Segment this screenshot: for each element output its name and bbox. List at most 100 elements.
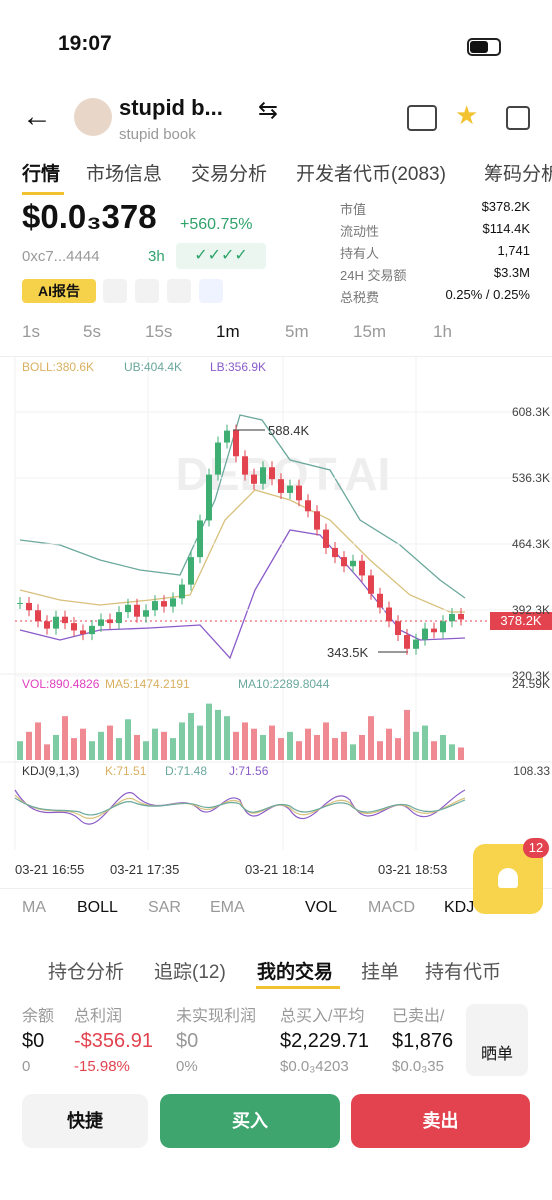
volume-bar xyxy=(413,731,419,760)
volume-bar xyxy=(458,747,464,760)
tab[interactable]: 筹码分析 xyxy=(484,164,552,185)
interval[interactable]: 15s xyxy=(145,322,173,341)
volume-bar xyxy=(395,738,401,760)
subtab[interactable]: 持仓分析 xyxy=(48,962,125,983)
candle xyxy=(17,602,23,604)
vol-label: VOL:890.4826 xyxy=(22,677,100,691)
volume-bar xyxy=(71,738,77,760)
candle xyxy=(53,616,59,629)
candle xyxy=(206,474,212,521)
vol-label: MA5:1474.2191 xyxy=(105,677,190,691)
interval[interactable]: 1m xyxy=(216,322,240,341)
boll-label: LB:356.9K xyxy=(210,360,266,374)
kdj-label: J:71.56 xyxy=(229,764,269,778)
status-time: 19:07 xyxy=(58,32,112,55)
indicator[interactable]: EMA xyxy=(210,899,245,916)
favorite-star[interactable]: ★ xyxy=(455,100,479,130)
ai-report[interactable]: AI报告 xyxy=(22,279,96,303)
candle xyxy=(188,557,194,585)
quick-button[interactable]: 快捷 xyxy=(22,1094,148,1148)
share-card[interactable]: 晒单 xyxy=(466,1004,528,1076)
volume-bar xyxy=(143,741,149,760)
boll-label: BOLL:380.6K xyxy=(22,360,94,374)
table-cell: 0 xyxy=(22,1058,31,1075)
interval[interactable]: 15m xyxy=(353,322,387,341)
table-header: 总利润 xyxy=(74,1008,123,1025)
volume-bar xyxy=(17,741,23,760)
interval[interactable]: 1h xyxy=(433,322,452,341)
volume-bar xyxy=(170,738,176,760)
indicator[interactable]: VOL xyxy=(305,899,338,916)
indicator[interactable]: KDJ xyxy=(444,899,475,916)
stat-value: $378.2K xyxy=(481,199,530,214)
stat-value: 1,741 xyxy=(497,243,530,258)
volume-bar xyxy=(116,738,122,760)
candle xyxy=(377,593,383,608)
volume-bar xyxy=(161,731,167,760)
volume-bar xyxy=(287,731,293,760)
token-subname: stupid book xyxy=(119,126,196,143)
candle xyxy=(224,430,230,443)
x-tick-label: 03-21 17:35 xyxy=(110,862,179,877)
tab[interactable]: 开发者代币(2083) xyxy=(296,164,446,185)
indicator[interactable]: BOLL xyxy=(77,899,118,916)
tab[interactable]: 市场信息 xyxy=(86,164,163,185)
candle xyxy=(395,621,401,636)
back-button[interactable]: ← xyxy=(22,100,52,133)
volume-bar xyxy=(278,738,284,760)
indicator[interactable]: MACD xyxy=(368,899,416,916)
kdj-tick-label: 108.33 xyxy=(513,764,550,778)
candle xyxy=(323,529,329,548)
swap-icon[interactable]: ⇆ xyxy=(258,97,279,124)
candle xyxy=(233,430,239,457)
volume-bar xyxy=(107,725,113,760)
subtab[interactable]: 我的交易 xyxy=(257,962,334,983)
volume-bar xyxy=(431,741,437,760)
volume-bar xyxy=(449,744,455,760)
boll-mid xyxy=(19,489,465,613)
candle xyxy=(431,628,437,633)
candle xyxy=(386,607,392,622)
divider xyxy=(0,888,552,889)
volume-bar xyxy=(188,713,194,760)
volume-bar xyxy=(296,741,302,760)
chart-icon[interactable] xyxy=(407,105,437,131)
subtab[interactable]: 追踪(12) xyxy=(154,962,226,983)
sell-button[interactable]: 卖出 xyxy=(351,1094,530,1148)
interval[interactable]: 5s xyxy=(83,322,101,341)
boll-label: UB:404.4K xyxy=(124,360,182,374)
subtab[interactable]: 挂单 xyxy=(361,962,400,983)
price-change: +560.75% xyxy=(180,216,253,233)
candle xyxy=(89,625,95,635)
price-tick-label: 320.3K xyxy=(512,669,550,683)
vol-tick-label: 24.59K xyxy=(512,677,550,691)
tab[interactable]: 交易分析 xyxy=(191,164,268,185)
interval[interactable]: 5m xyxy=(285,322,309,341)
candle xyxy=(440,621,446,633)
volume-bar xyxy=(242,722,248,760)
high-label: 588.4K xyxy=(268,423,310,438)
volume-bar xyxy=(125,719,131,760)
price: $0.0₃378 xyxy=(22,198,157,235)
share-icon[interactable] xyxy=(506,106,530,130)
tab[interactable]: 行情 xyxy=(22,164,61,185)
subtab[interactable]: 持有代币 xyxy=(425,962,502,983)
volume-bar xyxy=(35,722,41,760)
volume-bar xyxy=(260,734,266,760)
table-cell: $2,229.71 xyxy=(280,1030,369,1052)
x-tick-label: 03-21 18:53 xyxy=(378,862,447,877)
volume-bar xyxy=(98,731,104,760)
address: 0xc7...4444 xyxy=(22,248,100,265)
interval[interactable]: 1s xyxy=(22,322,40,341)
indicator[interactable]: MA xyxy=(22,899,46,916)
volume-bar xyxy=(179,722,185,760)
candle xyxy=(404,635,410,649)
volume-bar xyxy=(440,734,446,760)
candle xyxy=(107,619,113,624)
candle xyxy=(116,612,122,624)
candle xyxy=(242,456,248,475)
indicator[interactable]: SAR xyxy=(148,899,181,916)
volume-bar xyxy=(368,716,374,760)
buy-button[interactable]: 买入 xyxy=(160,1094,340,1148)
current-tag xyxy=(490,612,552,630)
